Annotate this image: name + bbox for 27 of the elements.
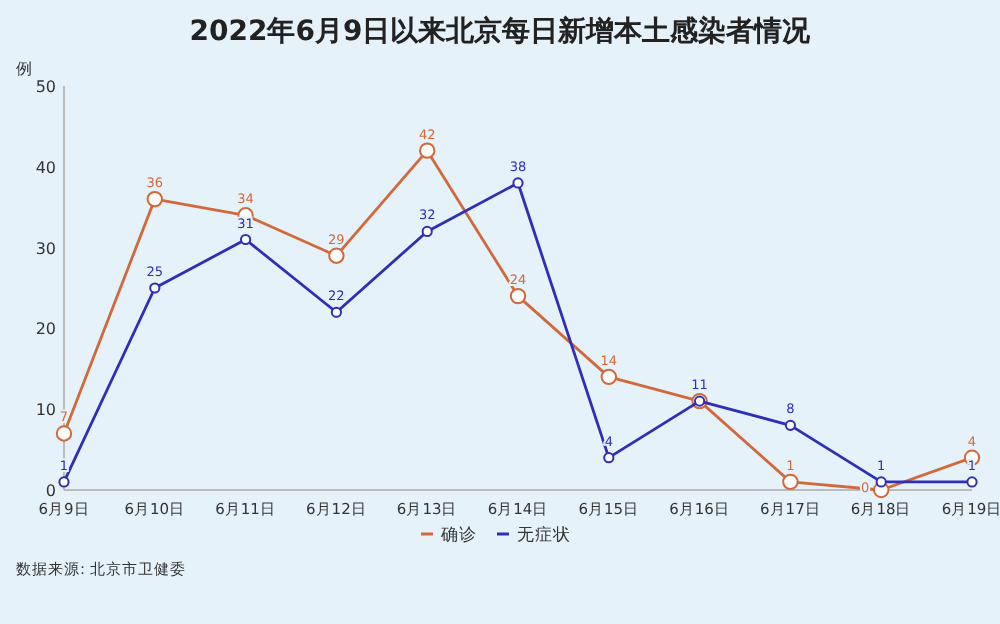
point bbox=[966, 476, 978, 488]
y-axis-title: 例 bbox=[16, 60, 32, 78]
y-tick-label: 40 bbox=[35, 158, 56, 177]
y-tick-label: 10 bbox=[35, 401, 56, 420]
point bbox=[146, 190, 163, 208]
point bbox=[419, 142, 436, 159]
point bbox=[600, 368, 617, 386]
chart-title: 2022年6月9日以来北京每日新增本土感染者情况 bbox=[189, 14, 813, 48]
point bbox=[240, 233, 252, 246]
y-tick-label: 30 bbox=[35, 239, 56, 258]
legend-label: 确诊 bbox=[439, 524, 477, 546]
point bbox=[603, 452, 615, 464]
legend-label: 无症状 bbox=[517, 524, 571, 546]
point bbox=[509, 287, 527, 305]
point bbox=[149, 282, 161, 294]
point bbox=[875, 476, 887, 488]
point bbox=[421, 225, 433, 238]
y-tick-label: 50 bbox=[35, 78, 56, 96]
y-tick-label: 20 bbox=[35, 320, 56, 339]
point bbox=[328, 247, 345, 264]
point bbox=[784, 419, 796, 431]
point bbox=[512, 177, 524, 189]
point bbox=[782, 473, 799, 491]
point bbox=[58, 476, 70, 488]
point bbox=[330, 306, 342, 318]
y-tick-label: 0 bbox=[45, 482, 56, 500]
point bbox=[55, 425, 73, 442]
